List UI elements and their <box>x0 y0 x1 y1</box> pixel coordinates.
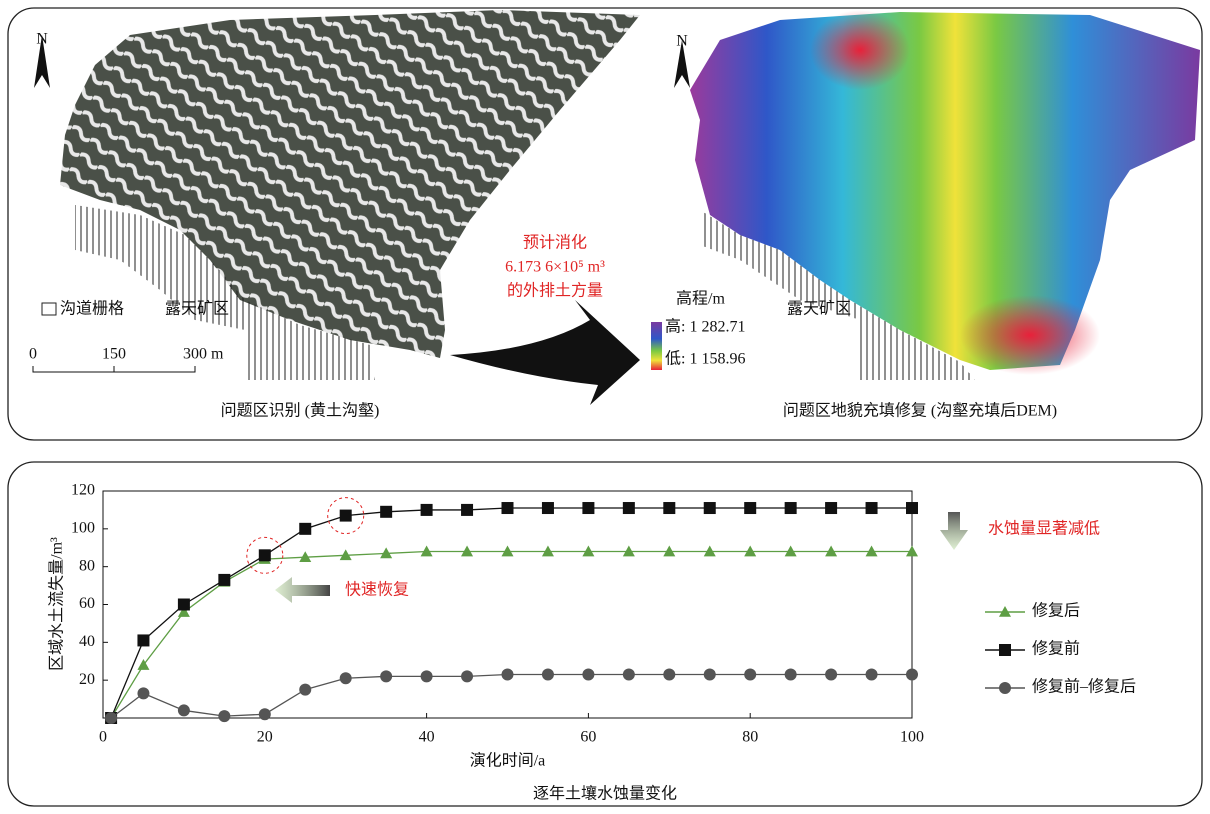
mine-label: 露天矿区 <box>787 300 851 318</box>
legend-marker <box>999 644 1011 656</box>
transition-arrow <box>450 300 640 405</box>
dem-map <box>690 12 1200 370</box>
marker <box>623 668 635 680</box>
note: 的外排土方量 <box>507 282 603 300</box>
x-tick-label: 80 <box>742 729 758 746</box>
marker <box>218 574 230 586</box>
caption: 逐年土壤水蚀量变化 <box>533 784 677 803</box>
legend-label: 修复前–修复后 <box>1032 678 1136 696</box>
elevation-bar <box>651 322 662 370</box>
marker <box>299 684 311 696</box>
note: 6.173 6×10⁵ m³ <box>505 259 605 276</box>
marker <box>105 712 117 724</box>
y-axis-label: 区域水土流失量/m³ <box>48 537 66 671</box>
marker <box>461 504 473 516</box>
caption: 问题区地貌充填修复 (沟壑充填后DEM) <box>783 401 1057 420</box>
series-line <box>111 674 912 718</box>
annotation: 快速恢复 <box>345 581 409 599</box>
marker <box>340 672 352 684</box>
marker <box>582 668 594 680</box>
marker <box>866 502 878 514</box>
marker <box>906 668 918 680</box>
plot-frame <box>103 491 912 718</box>
x-axis-label: 演化时间/a <box>470 752 546 770</box>
legend-label: 修复后 <box>1032 602 1080 620</box>
note: 预计消化 <box>523 234 587 252</box>
x-tick-label: 20 <box>257 729 273 746</box>
scale-label: 0 <box>29 346 37 363</box>
scale-label: 150 <box>102 346 126 363</box>
y-tick-label: 100 <box>71 520 95 537</box>
y-tick-label: 60 <box>79 595 95 612</box>
marker <box>663 668 675 680</box>
marker <box>623 502 635 514</box>
y-tick-label: 80 <box>79 557 95 574</box>
marker <box>259 708 271 720</box>
bottom-panel <box>8 462 1202 806</box>
figure: N 沟道栅格 露天矿区 0 150 300 m 问题区识别 (黄土沟壑) 预计消… <box>0 0 1210 814</box>
marker <box>663 502 675 514</box>
scale-label: 300 m <box>183 346 224 363</box>
marker <box>542 668 554 680</box>
x-tick-label: 0 <box>99 729 107 746</box>
gully-map <box>60 10 640 358</box>
page: N 沟道栅格 露天矿区 0 150 300 m 问题区识别 (黄土沟壑) 预计消… <box>0 0 1210 814</box>
marker <box>178 599 190 611</box>
marker <box>380 506 392 518</box>
caption: 问题区识别 (黄土沟壑) <box>221 401 380 420</box>
mine-label: 露天矿区 <box>165 300 229 318</box>
series-line <box>111 508 912 718</box>
marker <box>178 704 190 716</box>
marker <box>299 523 311 535</box>
marker <box>380 670 392 682</box>
legend-title: 高程/m <box>676 290 725 308</box>
marker <box>502 668 514 680</box>
legend-marker <box>999 682 1011 694</box>
marker <box>340 510 352 522</box>
marker <box>704 502 716 514</box>
annotation: 水蚀量显著减低 <box>988 520 1100 538</box>
y-tick-label: 120 <box>71 482 95 499</box>
legend-label: 高: 1 282.71 <box>665 318 745 336</box>
reduction-arrow <box>940 512 968 550</box>
dem-low-zone <box>960 295 1100 375</box>
marker <box>542 502 554 514</box>
marker <box>421 670 433 682</box>
marker <box>704 668 716 680</box>
scale-bar <box>33 366 195 372</box>
north-label: N <box>36 31 48 48</box>
marker <box>137 634 149 646</box>
y-tick-label: 20 <box>79 671 95 688</box>
marker <box>461 670 473 682</box>
legend-label: 沟道栅格 <box>60 300 124 318</box>
marker <box>218 710 230 722</box>
north-label: N <box>676 33 688 50</box>
x-tick-label: 100 <box>900 729 924 746</box>
marker <box>825 668 837 680</box>
marker <box>906 502 918 514</box>
marker <box>866 668 878 680</box>
recovery-arrow <box>275 577 330 603</box>
x-tick-label: 60 <box>580 729 596 746</box>
legend-label: 低: 1 158.96 <box>665 350 745 368</box>
marker <box>744 668 756 680</box>
marker <box>421 504 433 516</box>
marker <box>785 502 797 514</box>
y-tick-label: 40 <box>79 633 95 650</box>
series-line <box>111 552 912 718</box>
marker <box>744 502 756 514</box>
dem-high-zone <box>810 10 910 90</box>
legend-label: 修复前 <box>1032 640 1080 658</box>
gully-legend-swatch <box>42 303 56 315</box>
marker <box>825 502 837 514</box>
marker <box>502 502 514 514</box>
marker <box>259 549 271 561</box>
marker <box>582 502 594 514</box>
marker <box>137 659 149 670</box>
marker <box>137 687 149 699</box>
marker <box>785 668 797 680</box>
x-tick-label: 40 <box>419 729 435 746</box>
